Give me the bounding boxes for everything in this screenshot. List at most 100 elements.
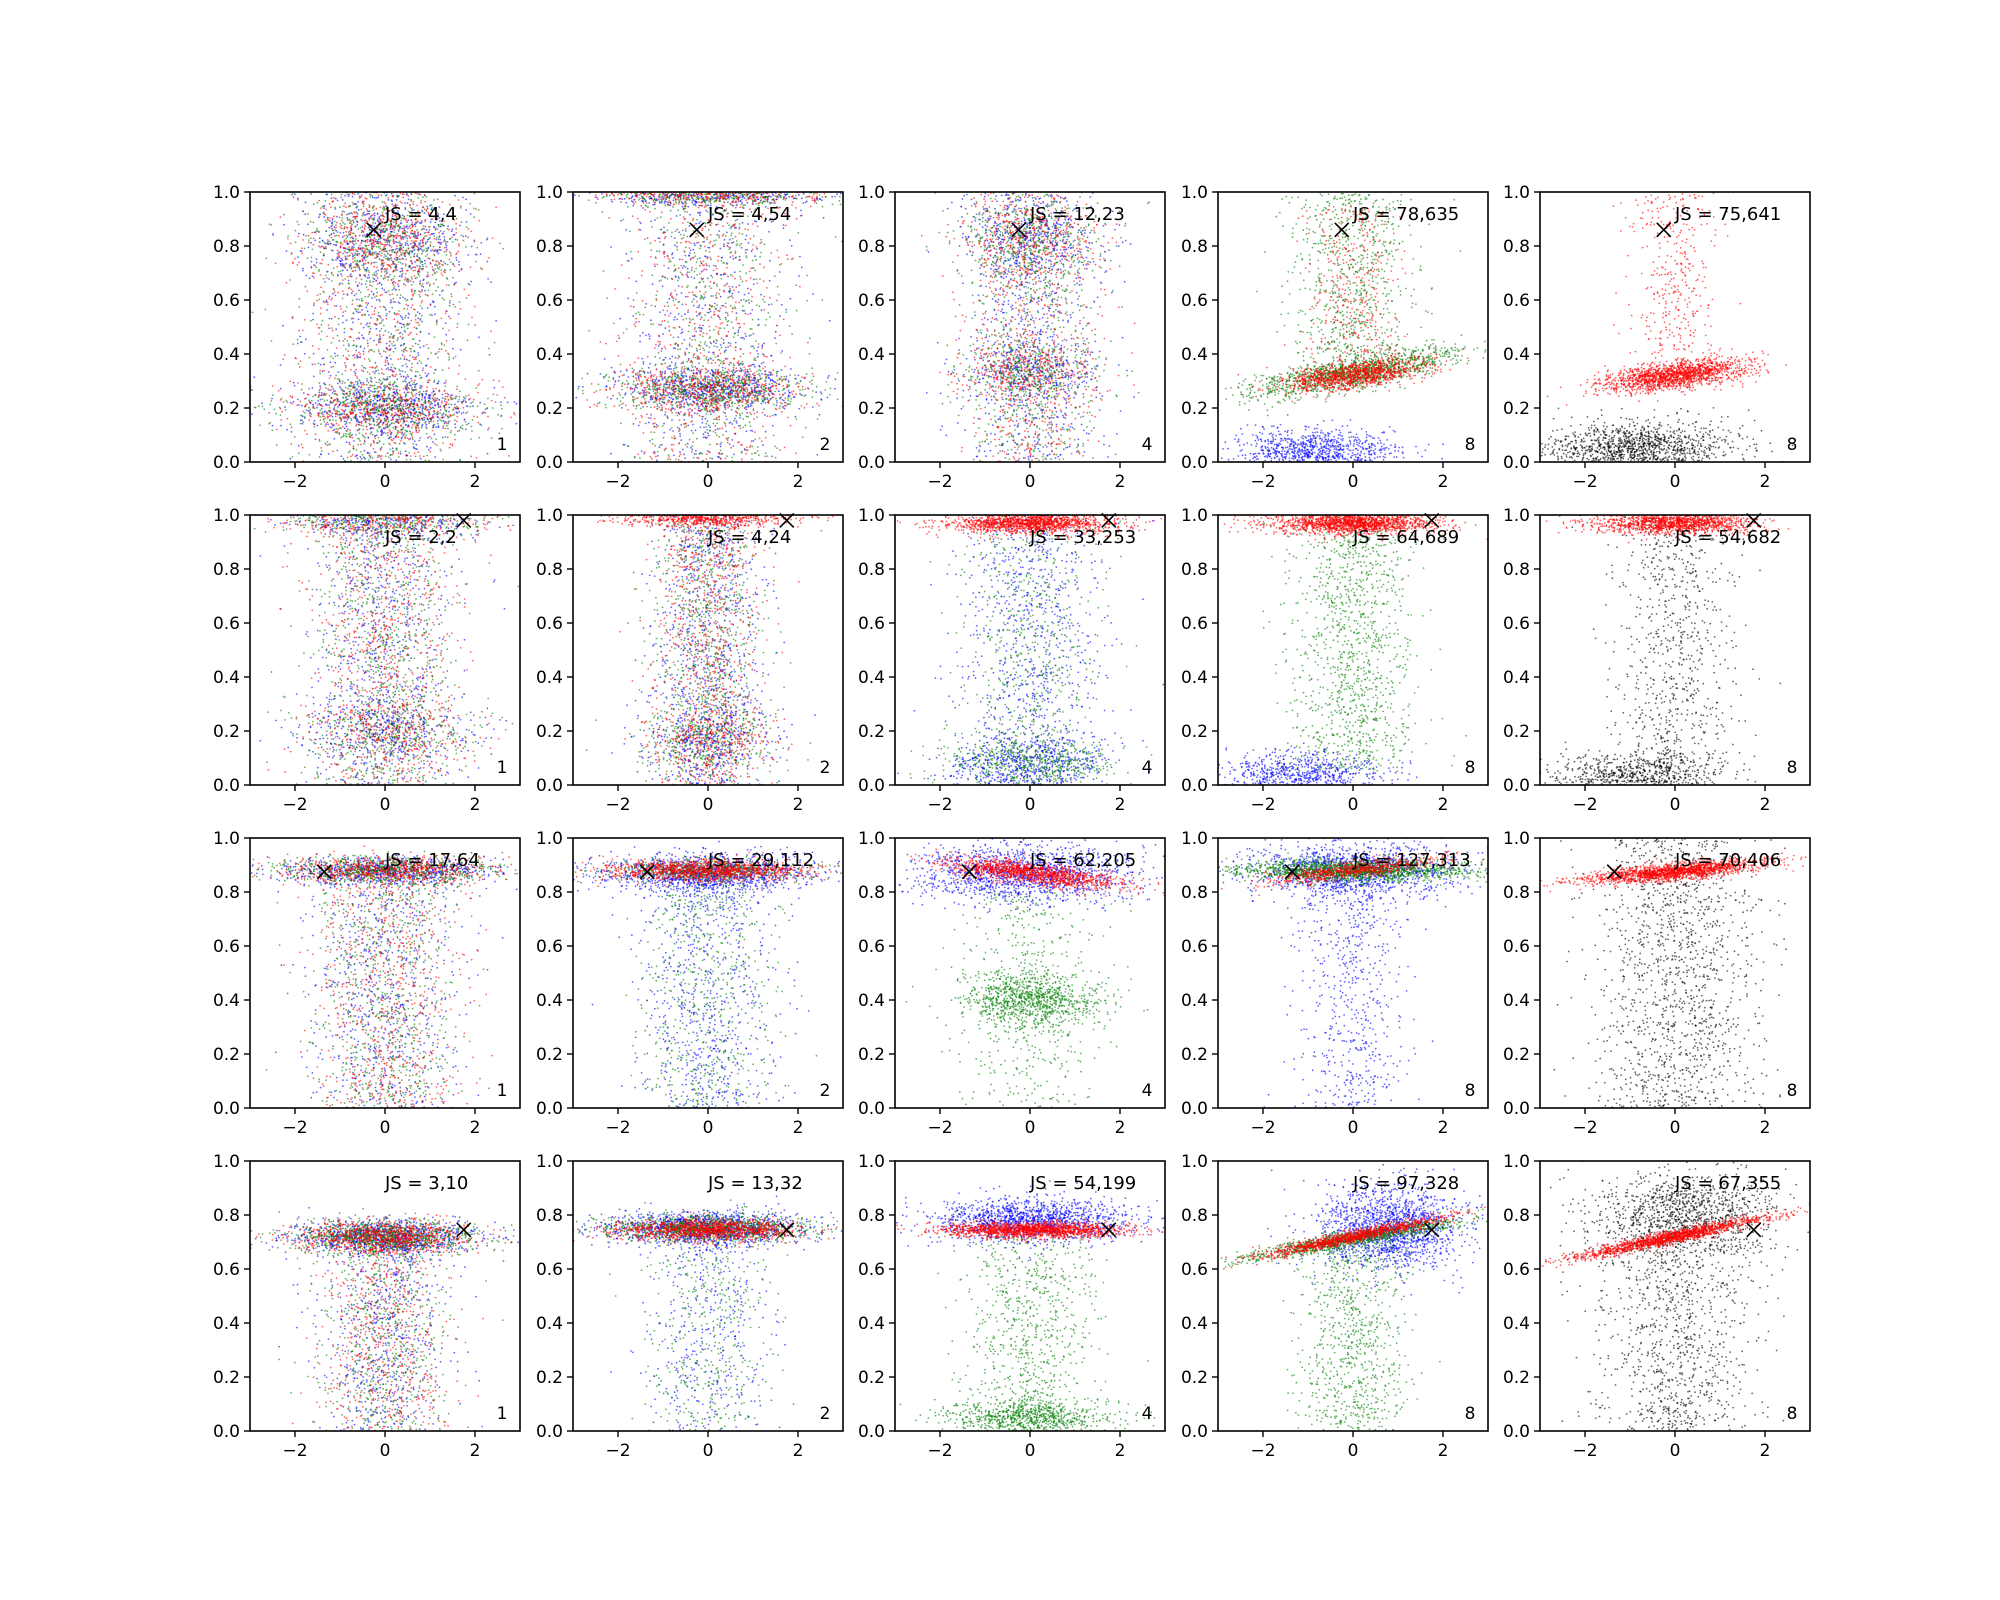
point-red — [449, 251, 451, 253]
point-red — [359, 260, 361, 262]
point-red — [436, 399, 438, 401]
point-red — [363, 266, 365, 268]
point-green — [414, 242, 416, 244]
point-red — [302, 421, 304, 423]
point-red — [485, 412, 487, 414]
point-blue — [428, 333, 430, 335]
point-red — [397, 430, 399, 432]
point-red — [335, 413, 337, 415]
point-blue — [308, 247, 310, 249]
point-blue — [379, 330, 381, 332]
point-green — [410, 369, 412, 371]
point-red — [415, 419, 417, 421]
point-blue — [753, 279, 755, 281]
point-green — [378, 382, 380, 384]
point-red — [468, 294, 470, 296]
point-green — [454, 434, 456, 436]
point-blue — [465, 429, 467, 431]
point-blue — [371, 378, 373, 380]
point-green — [353, 255, 355, 257]
point-green — [319, 293, 321, 295]
point-red — [383, 262, 385, 264]
point-blue — [708, 425, 710, 427]
point-blue — [377, 456, 379, 458]
point-green — [363, 457, 365, 459]
point-green — [309, 412, 311, 414]
point-red — [430, 366, 432, 368]
point-green — [441, 269, 443, 271]
point-blue — [427, 437, 429, 439]
point-red — [313, 424, 315, 426]
point-blue — [309, 277, 311, 279]
point-blue — [389, 311, 391, 313]
point-green — [470, 456, 472, 458]
point-blue — [379, 251, 381, 253]
point-blue — [737, 331, 739, 333]
point-red — [422, 367, 424, 369]
point-green — [374, 296, 376, 298]
point-red — [315, 433, 317, 435]
point-red — [449, 396, 451, 398]
point-green — [332, 366, 334, 368]
point-red — [350, 232, 352, 234]
point-red — [349, 249, 351, 251]
point-green — [400, 418, 402, 420]
point-blue — [695, 205, 697, 207]
point-blue — [333, 232, 335, 234]
point-green — [280, 414, 282, 416]
point-green — [418, 273, 420, 275]
point-green — [411, 427, 413, 429]
point-red — [376, 419, 378, 421]
point-green — [436, 271, 438, 273]
point-red — [326, 277, 328, 279]
point-green — [421, 253, 423, 255]
point-red — [280, 419, 282, 421]
point-blue — [324, 411, 326, 413]
point-blue — [725, 312, 727, 314]
point-red — [445, 398, 447, 400]
point-blue — [427, 249, 429, 251]
point-green — [300, 423, 302, 425]
point-red — [411, 389, 413, 391]
point-blue — [421, 418, 423, 420]
point-red — [383, 422, 385, 424]
point-red — [414, 270, 416, 272]
point-green — [295, 230, 297, 232]
point-blue — [516, 403, 518, 405]
point-blue — [343, 458, 345, 460]
point-green — [383, 256, 385, 258]
point-blue — [745, 239, 747, 241]
point-blue — [293, 401, 295, 403]
point-blue — [378, 315, 380, 317]
point-red — [383, 246, 385, 248]
point-green — [387, 253, 389, 255]
point-red — [375, 323, 377, 325]
point-red — [334, 378, 336, 380]
point-green — [394, 381, 396, 383]
point-blue — [727, 324, 729, 326]
point-red — [323, 415, 325, 417]
point-green — [398, 310, 400, 312]
point-blue — [440, 230, 442, 232]
point-red — [429, 436, 431, 438]
point-blue — [420, 458, 422, 460]
point-red — [475, 208, 477, 210]
point-green — [376, 394, 378, 396]
point-green — [368, 204, 370, 206]
point-blue — [378, 338, 380, 340]
point-red — [324, 301, 326, 303]
point-red — [297, 382, 299, 384]
point-green — [459, 460, 461, 462]
point-blue — [663, 227, 665, 229]
point-red — [427, 274, 429, 276]
point-green — [348, 452, 350, 454]
point-blue — [664, 314, 666, 316]
point-green — [474, 193, 476, 195]
point-red — [393, 371, 395, 373]
point-green — [441, 414, 443, 416]
point-red — [386, 360, 388, 362]
point-red — [449, 443, 451, 445]
point-blue — [761, 363, 763, 365]
point-green — [366, 426, 368, 428]
point-blue — [342, 259, 344, 261]
